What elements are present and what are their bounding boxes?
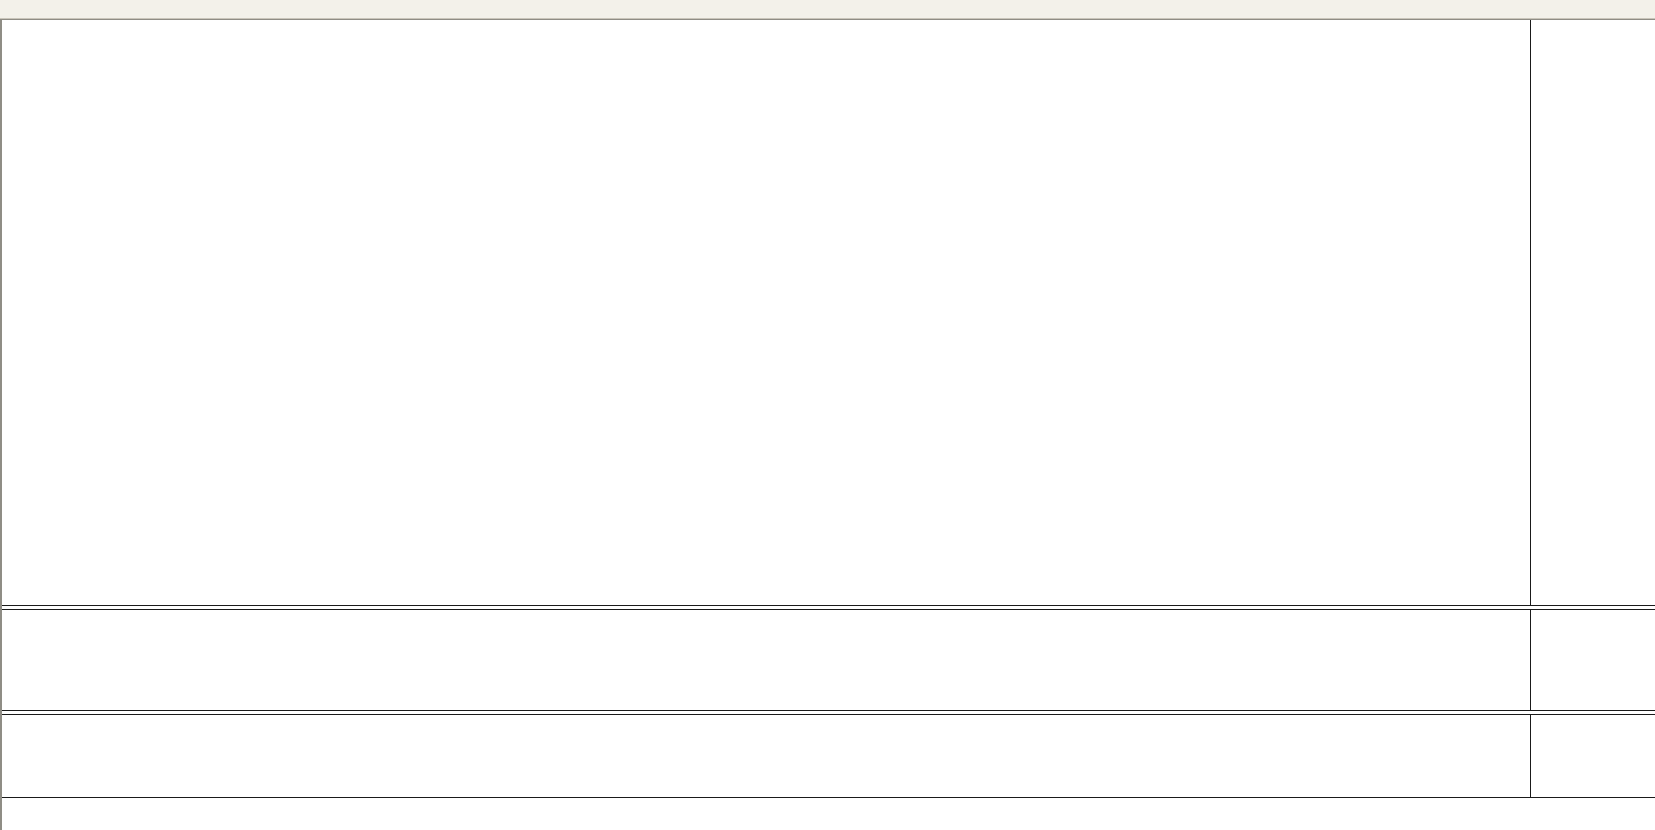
toolbar — [0, 0, 1655, 19]
pane-separator-macd[interactable] — [2, 605, 1655, 610]
time-axis[interactable] — [2, 798, 1655, 830]
time-axis-border — [2, 797, 1655, 798]
macd-pane[interactable] — [6, 608, 1530, 709]
pane-separator-rsi[interactable] — [2, 710, 1655, 715]
rsi-pane[interactable] — [6, 713, 1530, 797]
main-chart[interactable] — [6, 26, 1530, 606]
price-axis[interactable] — [1530, 20, 1655, 797]
chart-window — [0, 19, 1655, 830]
